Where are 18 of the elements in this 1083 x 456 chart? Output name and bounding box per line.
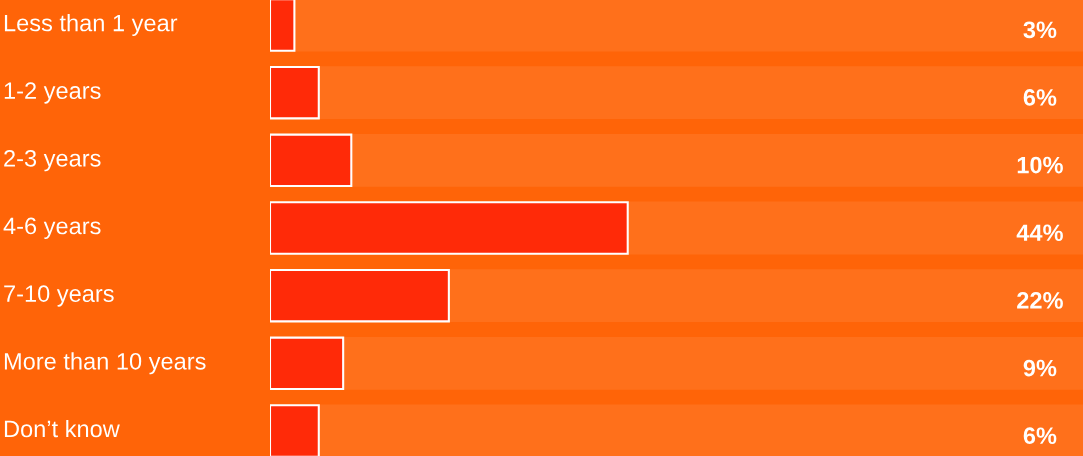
y-tick-label: More than 10 years <box>4 352 206 375</box>
y-tick-label: Less than 1 year <box>4 14 178 37</box>
bar <box>270 65 320 120</box>
data-label: 44% <box>1016 224 1063 242</box>
y-tick-label: Don’t know <box>4 419 120 438</box>
data-label: 6% <box>1023 427 1057 445</box>
bar <box>270 133 353 188</box>
data-label: 6% <box>1023 89 1057 106</box>
y-tick-label: 7-10 years <box>4 285 114 307</box>
bar <box>270 268 450 323</box>
data-label: 22% <box>1017 292 1063 309</box>
y-tick-label: 4-6 years <box>3 217 101 239</box>
y-tick-label: 1-2 years <box>4 82 101 104</box>
data-label: 9% <box>1023 359 1057 377</box>
data-label: 3% <box>1023 21 1057 39</box>
data-label: 10% <box>1017 156 1063 174</box>
bar <box>270 336 345 391</box>
y-tick-label: 2-3 years <box>4 149 101 172</box>
